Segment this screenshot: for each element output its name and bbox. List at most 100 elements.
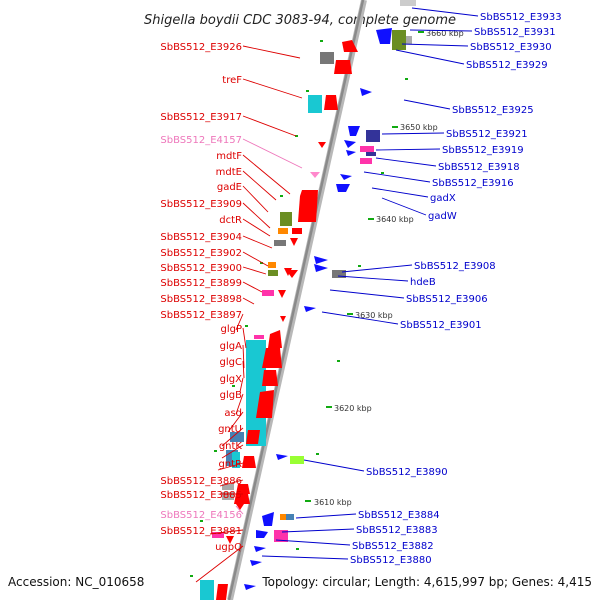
gene-label-SbBS512_E4156[interactable]: SbBS512_E4156 [160,510,242,521]
gene-label-SbBS512_E3909[interactable]: SbBS512_E3909 [160,199,242,210]
leader-line [281,528,355,533]
leader-line [239,377,244,393]
leader-line [242,115,297,137]
leader-line [401,43,469,47]
gene-label-glgC[interactable]: glgC [220,357,242,368]
gene-label-SbBS512_E3886[interactable]: SbBS512_E3886 [160,476,242,487]
gene-label-glgX[interactable]: glgX [220,374,242,385]
left-gene-labels: SbBS512_E3926 treF SbBS512_E3917 SbBS512_E4… [160,42,303,583]
gene-arrow [290,238,298,246]
gene-label-SbBS512_E3926[interactable]: SbBS512_E3926 [160,42,242,53]
leader-line [195,545,244,583]
gene-label-dctR[interactable]: dctR [219,215,242,226]
leader-line [221,444,244,459]
gene-label-SbBS512_E3906[interactable]: SbBS512_E3906 [406,294,488,305]
gene-label-SbBS512_E3885[interactable]: SbBS512_E3885 [160,490,242,501]
gene-label-SbBS512_E3918[interactable]: SbBS512_E3918 [438,162,520,173]
leader-line [261,555,349,560]
gene-label-asd[interactable]: asd [224,408,242,419]
gene-label-SbBS512_E3902[interactable]: SbBS512_E3902 [160,248,242,259]
gene-label-gadE[interactable]: gadE [217,182,242,193]
gene-label-SbBS512_E3884[interactable]: SbBS512_E3884 [358,510,440,521]
scale-label-3620: 3620 kbp [334,404,372,413]
gene-box [292,228,302,234]
scale-label-3610: 3610 kbp [314,498,352,507]
gene-label-gntR[interactable]: gntR [218,459,242,470]
leader-line [242,251,269,267]
leader-line [363,171,431,183]
gene-label-mdtF[interactable]: mdtF [216,151,242,162]
gene-box [360,146,374,152]
gene-box [290,456,304,464]
gene-label-SbBS512_E3881[interactable]: SbBS512_E3881 [160,526,242,537]
gene-label-SbBS512_E3908[interactable]: SbBS512_E3908 [414,261,496,272]
gene-box [268,270,278,276]
gene-box [400,0,416,6]
gene-label-SbBS512_E3899[interactable]: SbBS512_E3899 [160,278,242,289]
backbone [227,0,367,600]
gene-label-SbBS512_E3929[interactable]: SbBS512_E3929 [466,60,548,71]
gene-label-SbBS512_E3930[interactable]: SbBS512_E3930 [470,42,552,53]
gene-label-SbBS512_E4157[interactable]: SbBS512_E4157 [160,135,242,146]
leader-line [242,218,271,237]
leader-line [375,148,441,151]
leader-line [242,154,291,195]
gene-label-SbBS512_E3916[interactable]: SbBS512_E3916 [432,178,514,189]
gene-arrow [318,142,326,148]
gene-label-SbBS512_E3880[interactable]: SbBS512_E3880 [350,555,432,566]
gene-label-SbBS512_E3904[interactable]: SbBS512_E3904 [160,232,242,243]
leader-line [395,49,465,65]
gene-label-SbBS512_E3933[interactable]: SbBS512_E3933 [480,12,562,23]
gene-arrow [246,430,260,444]
gene-label-SbBS512_E3883[interactable]: SbBS512_E3883 [356,525,438,536]
gene-box [274,240,286,246]
gene-label-gntK[interactable]: gntK [219,441,243,452]
gene-label-hdeB[interactable]: hdeB [410,277,436,288]
gene-arrow [254,546,266,552]
gene-label-SbBS512_E3919[interactable]: SbBS512_E3919 [442,145,524,156]
gene-arrow [324,95,338,110]
gene-arrow [310,172,320,178]
scale-axis: 3660 kbp 3650 kbp 3640 kbp 3630 kbp 3620… [190,29,464,577]
gene-arrow [346,150,356,156]
gene-box [200,580,214,600]
gene-label-SbBS512_E3917[interactable]: SbBS512_E3917 [160,112,242,123]
gene-label-SbBS512_E3898[interactable]: SbBS512_E3898 [160,294,242,305]
forward-strand-genes [200,40,358,600]
leader-line [219,479,244,487]
gene-label-ugpQ[interactable]: ugpQ [215,542,242,553]
gene-label-SbBS512_E3897[interactable]: SbBS512_E3897 [160,310,242,321]
gene-arrow [278,290,286,298]
gene-label-mdtE[interactable]: mdtE [216,167,242,178]
leader-line [242,281,263,293]
gene-box [212,532,224,538]
gene-box [286,514,294,520]
gene-label-SbBS512_E3900[interactable]: SbBS512_E3900 [160,263,242,274]
gene-arrow [216,584,228,600]
gene-label-treF[interactable]: treF [222,75,242,86]
gene-label-glgA[interactable]: glgA [220,341,242,352]
gene-arrow [336,184,350,192]
gene-label-SbBS512_E3931[interactable]: SbBS512_E3931 [474,27,556,38]
gene-box [230,432,244,442]
gene-label-SbBS512_E3901[interactable]: SbBS512_E3901 [400,320,482,331]
leader-line [242,344,245,369]
gene-label-SbBS512_E3890[interactable]: SbBS512_E3890 [366,467,448,478]
leader-line [321,311,399,325]
gene-label-SbBS512_E3882[interactable]: SbBS512_E3882 [352,541,434,552]
gene-label-gadW[interactable]: gadW [428,211,457,222]
leader-line [235,505,244,515]
gene-arrow [236,484,250,494]
gene-arrow [256,530,268,538]
leader-line [242,360,245,379]
gene-arrow [280,316,286,322]
gene-arrow [256,390,274,418]
gene-label-gadX[interactable]: gadX [430,193,456,204]
accession-text: Accession: NC_010658 [8,575,144,589]
gene-label-glgB[interactable]: glgB [220,390,242,401]
gene-label-glgP[interactable]: glgP [220,324,242,335]
leader-line [329,289,405,299]
gene-label-gntU[interactable]: gntU [218,424,242,435]
gene-label-SbBS512_E3925[interactable]: SbBS512_E3925 [452,105,534,116]
gene-label-SbBS512_E3921[interactable]: SbBS512_E3921 [446,129,528,140]
